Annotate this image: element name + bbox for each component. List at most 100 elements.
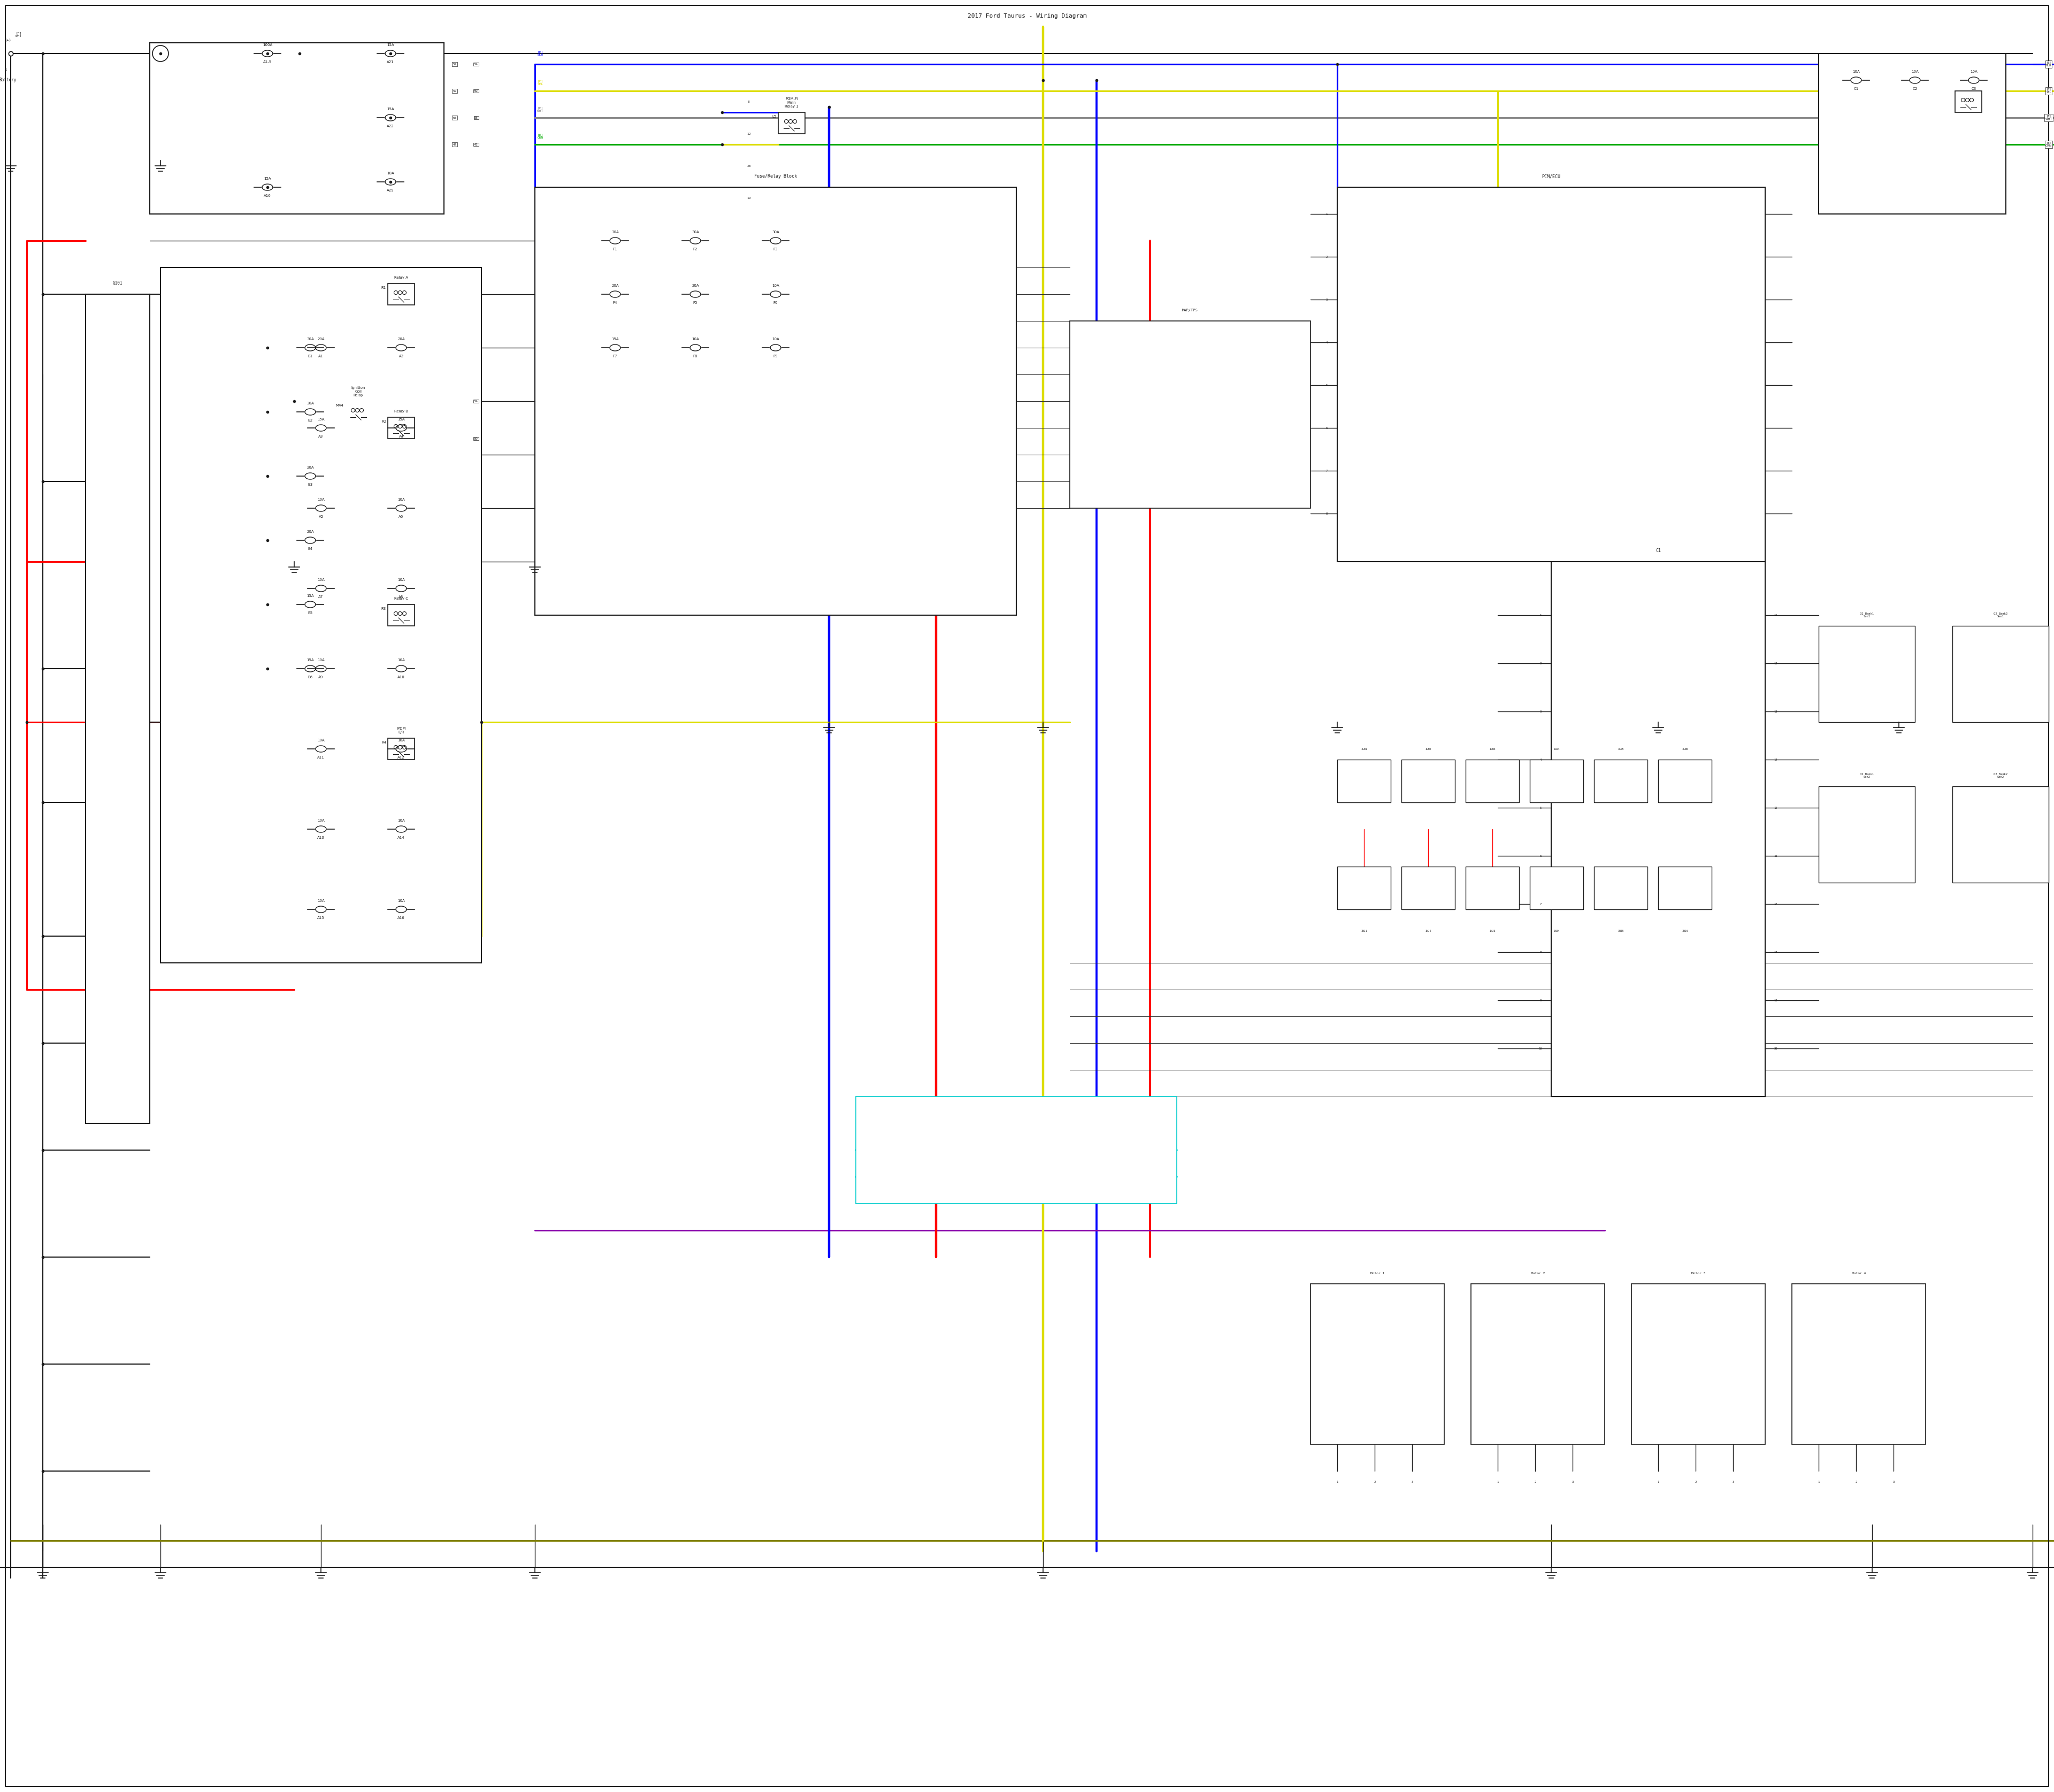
- Text: F6: F6: [772, 301, 778, 305]
- Text: C2: C2: [1912, 88, 1916, 90]
- Text: 59: 59: [452, 63, 456, 66]
- Text: F5: F5: [692, 301, 698, 305]
- Bar: [150, 43, 444, 213]
- Text: [E]
BLU: [E] BLU: [538, 50, 542, 56]
- Text: 19: 19: [748, 197, 752, 199]
- Text: 28: 28: [748, 165, 752, 167]
- Bar: [1337, 186, 1764, 561]
- Text: O2 Bank1
Sen1: O2 Bank1 Sen1: [1859, 613, 1873, 618]
- Text: A1: A1: [318, 355, 322, 358]
- Bar: [150, 294, 470, 722]
- Text: 30A: 30A: [612, 231, 618, 233]
- Bar: [1337, 760, 1391, 803]
- Text: Battery: Battery: [0, 77, 16, 82]
- Text: 1: 1: [4, 68, 6, 72]
- Text: [E]
YEL: [E] YEL: [538, 81, 542, 86]
- Text: 42: 42: [452, 143, 456, 145]
- Bar: [160, 267, 481, 962]
- Text: F4: F4: [612, 301, 618, 305]
- Bar: [388, 738, 415, 760]
- Text: 10A: 10A: [1912, 70, 1918, 73]
- Text: 10A: 10A: [692, 337, 698, 340]
- Text: 100A: 100A: [263, 43, 273, 47]
- Text: F9: F9: [772, 355, 778, 358]
- Text: 10A: 10A: [398, 498, 405, 502]
- Text: INJ1: INJ1: [1362, 930, 1368, 932]
- Text: C3: C3: [1972, 88, 1976, 90]
- Text: 59: 59: [474, 90, 479, 91]
- Text: 15A: 15A: [612, 337, 618, 340]
- Text: C1: C1: [1656, 548, 1662, 554]
- Bar: [1658, 760, 1711, 803]
- Text: IGN6: IGN6: [1682, 747, 1688, 751]
- Text: 10A: 10A: [316, 819, 325, 823]
- Text: MAP/TPS: MAP/TPS: [1183, 308, 1197, 312]
- Text: Motor 4: Motor 4: [1853, 1272, 1865, 1274]
- Text: 12: 12: [748, 133, 752, 134]
- Text: IPDM
E/R: IPDM E/R: [396, 728, 407, 735]
- Text: 30A: 30A: [306, 337, 314, 340]
- Text: 59: 59: [474, 400, 479, 403]
- Text: [E]
WHT: [E] WHT: [538, 108, 542, 113]
- Text: A2: A2: [398, 355, 405, 358]
- Bar: [1471, 1283, 1604, 1444]
- Text: PGM-FI
Main
Relay 1: PGM-FI Main Relay 1: [785, 97, 799, 108]
- Text: 10: 10: [1538, 1047, 1543, 1050]
- Text: A9: A9: [318, 676, 322, 679]
- Text: F1: F1: [612, 247, 618, 251]
- Bar: [1818, 54, 2007, 213]
- Text: 30A: 30A: [772, 231, 778, 233]
- Text: 20: 20: [1775, 1047, 1777, 1050]
- Text: B3: B3: [308, 484, 312, 486]
- Text: INJ6: INJ6: [1682, 930, 1688, 932]
- Text: A21: A21: [386, 61, 394, 65]
- Text: L5: L5: [772, 115, 776, 118]
- Text: [E]
WHT: [E] WHT: [16, 32, 23, 38]
- Text: O2 Bank1
Sen2: O2 Bank1 Sen2: [1859, 772, 1873, 778]
- Text: A16: A16: [263, 194, 271, 197]
- Text: 10A: 10A: [772, 337, 778, 340]
- Text: 18: 18: [1775, 952, 1777, 953]
- Text: A1-5: A1-5: [263, 61, 271, 65]
- Text: Relay B: Relay B: [394, 410, 409, 412]
- Text: 15A: 15A: [306, 595, 314, 597]
- Bar: [345, 401, 372, 423]
- Text: 15: 15: [1775, 806, 1777, 808]
- Text: [E]
WHT: [E] WHT: [2046, 115, 2052, 120]
- Bar: [1401, 867, 1454, 909]
- Text: F2: F2: [692, 247, 698, 251]
- Text: A14: A14: [398, 837, 405, 839]
- Text: A7: A7: [318, 595, 322, 599]
- Text: M44: M44: [335, 403, 343, 407]
- Bar: [1631, 1283, 1764, 1444]
- Text: F8: F8: [692, 355, 698, 358]
- Text: R4: R4: [382, 740, 386, 744]
- Text: 2017 Ford Taurus - Wiring Diagram: 2017 Ford Taurus - Wiring Diagram: [967, 13, 1087, 18]
- Text: C1: C1: [1853, 88, 1859, 90]
- Text: 10A: 10A: [772, 285, 778, 287]
- Text: [E]
GRN: [E] GRN: [538, 134, 542, 140]
- Text: A22: A22: [386, 125, 394, 127]
- Text: A16: A16: [398, 916, 405, 919]
- Text: 10A: 10A: [316, 498, 325, 502]
- Text: PCM/ECU: PCM/ECU: [1543, 174, 1561, 179]
- Text: 10A: 10A: [398, 900, 405, 903]
- Text: 10A: 10A: [316, 658, 325, 661]
- Text: Ignition
Coil
Relay: Ignition Coil Relay: [351, 387, 366, 396]
- Bar: [1953, 787, 2048, 883]
- Text: Motor 1: Motor 1: [1370, 1272, 1384, 1274]
- Text: 30A: 30A: [692, 231, 698, 233]
- Text: 20A: 20A: [692, 285, 698, 287]
- Text: 15A: 15A: [263, 177, 271, 181]
- Text: A4: A4: [398, 435, 405, 437]
- Text: A6: A6: [398, 514, 405, 518]
- Text: IGN3: IGN3: [1489, 747, 1495, 751]
- Text: [E]
YEL: [E] YEL: [2046, 88, 2052, 93]
- Bar: [1594, 867, 1647, 909]
- Bar: [1467, 760, 1520, 803]
- Text: 68: 68: [474, 116, 479, 118]
- Text: 59: 59: [474, 437, 479, 441]
- Bar: [1791, 1283, 1927, 1444]
- Bar: [1594, 760, 1647, 803]
- Text: [E]
BLU: [E] BLU: [2046, 61, 2052, 66]
